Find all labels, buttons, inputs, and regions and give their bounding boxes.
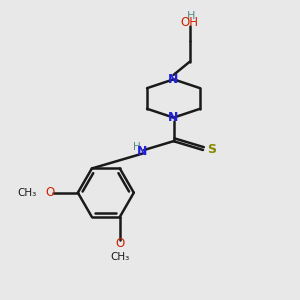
Text: OH: OH (181, 16, 199, 29)
Text: O: O (46, 186, 55, 199)
Text: O: O (115, 237, 124, 250)
Text: CH₃: CH₃ (110, 252, 129, 262)
Text: N: N (137, 145, 147, 158)
Text: CH₃: CH₃ (17, 188, 37, 198)
Text: H: H (187, 11, 195, 21)
Text: H: H (134, 142, 141, 152)
Text: N: N (168, 111, 179, 124)
Text: N: N (168, 73, 179, 86)
Text: S: S (207, 143, 216, 157)
